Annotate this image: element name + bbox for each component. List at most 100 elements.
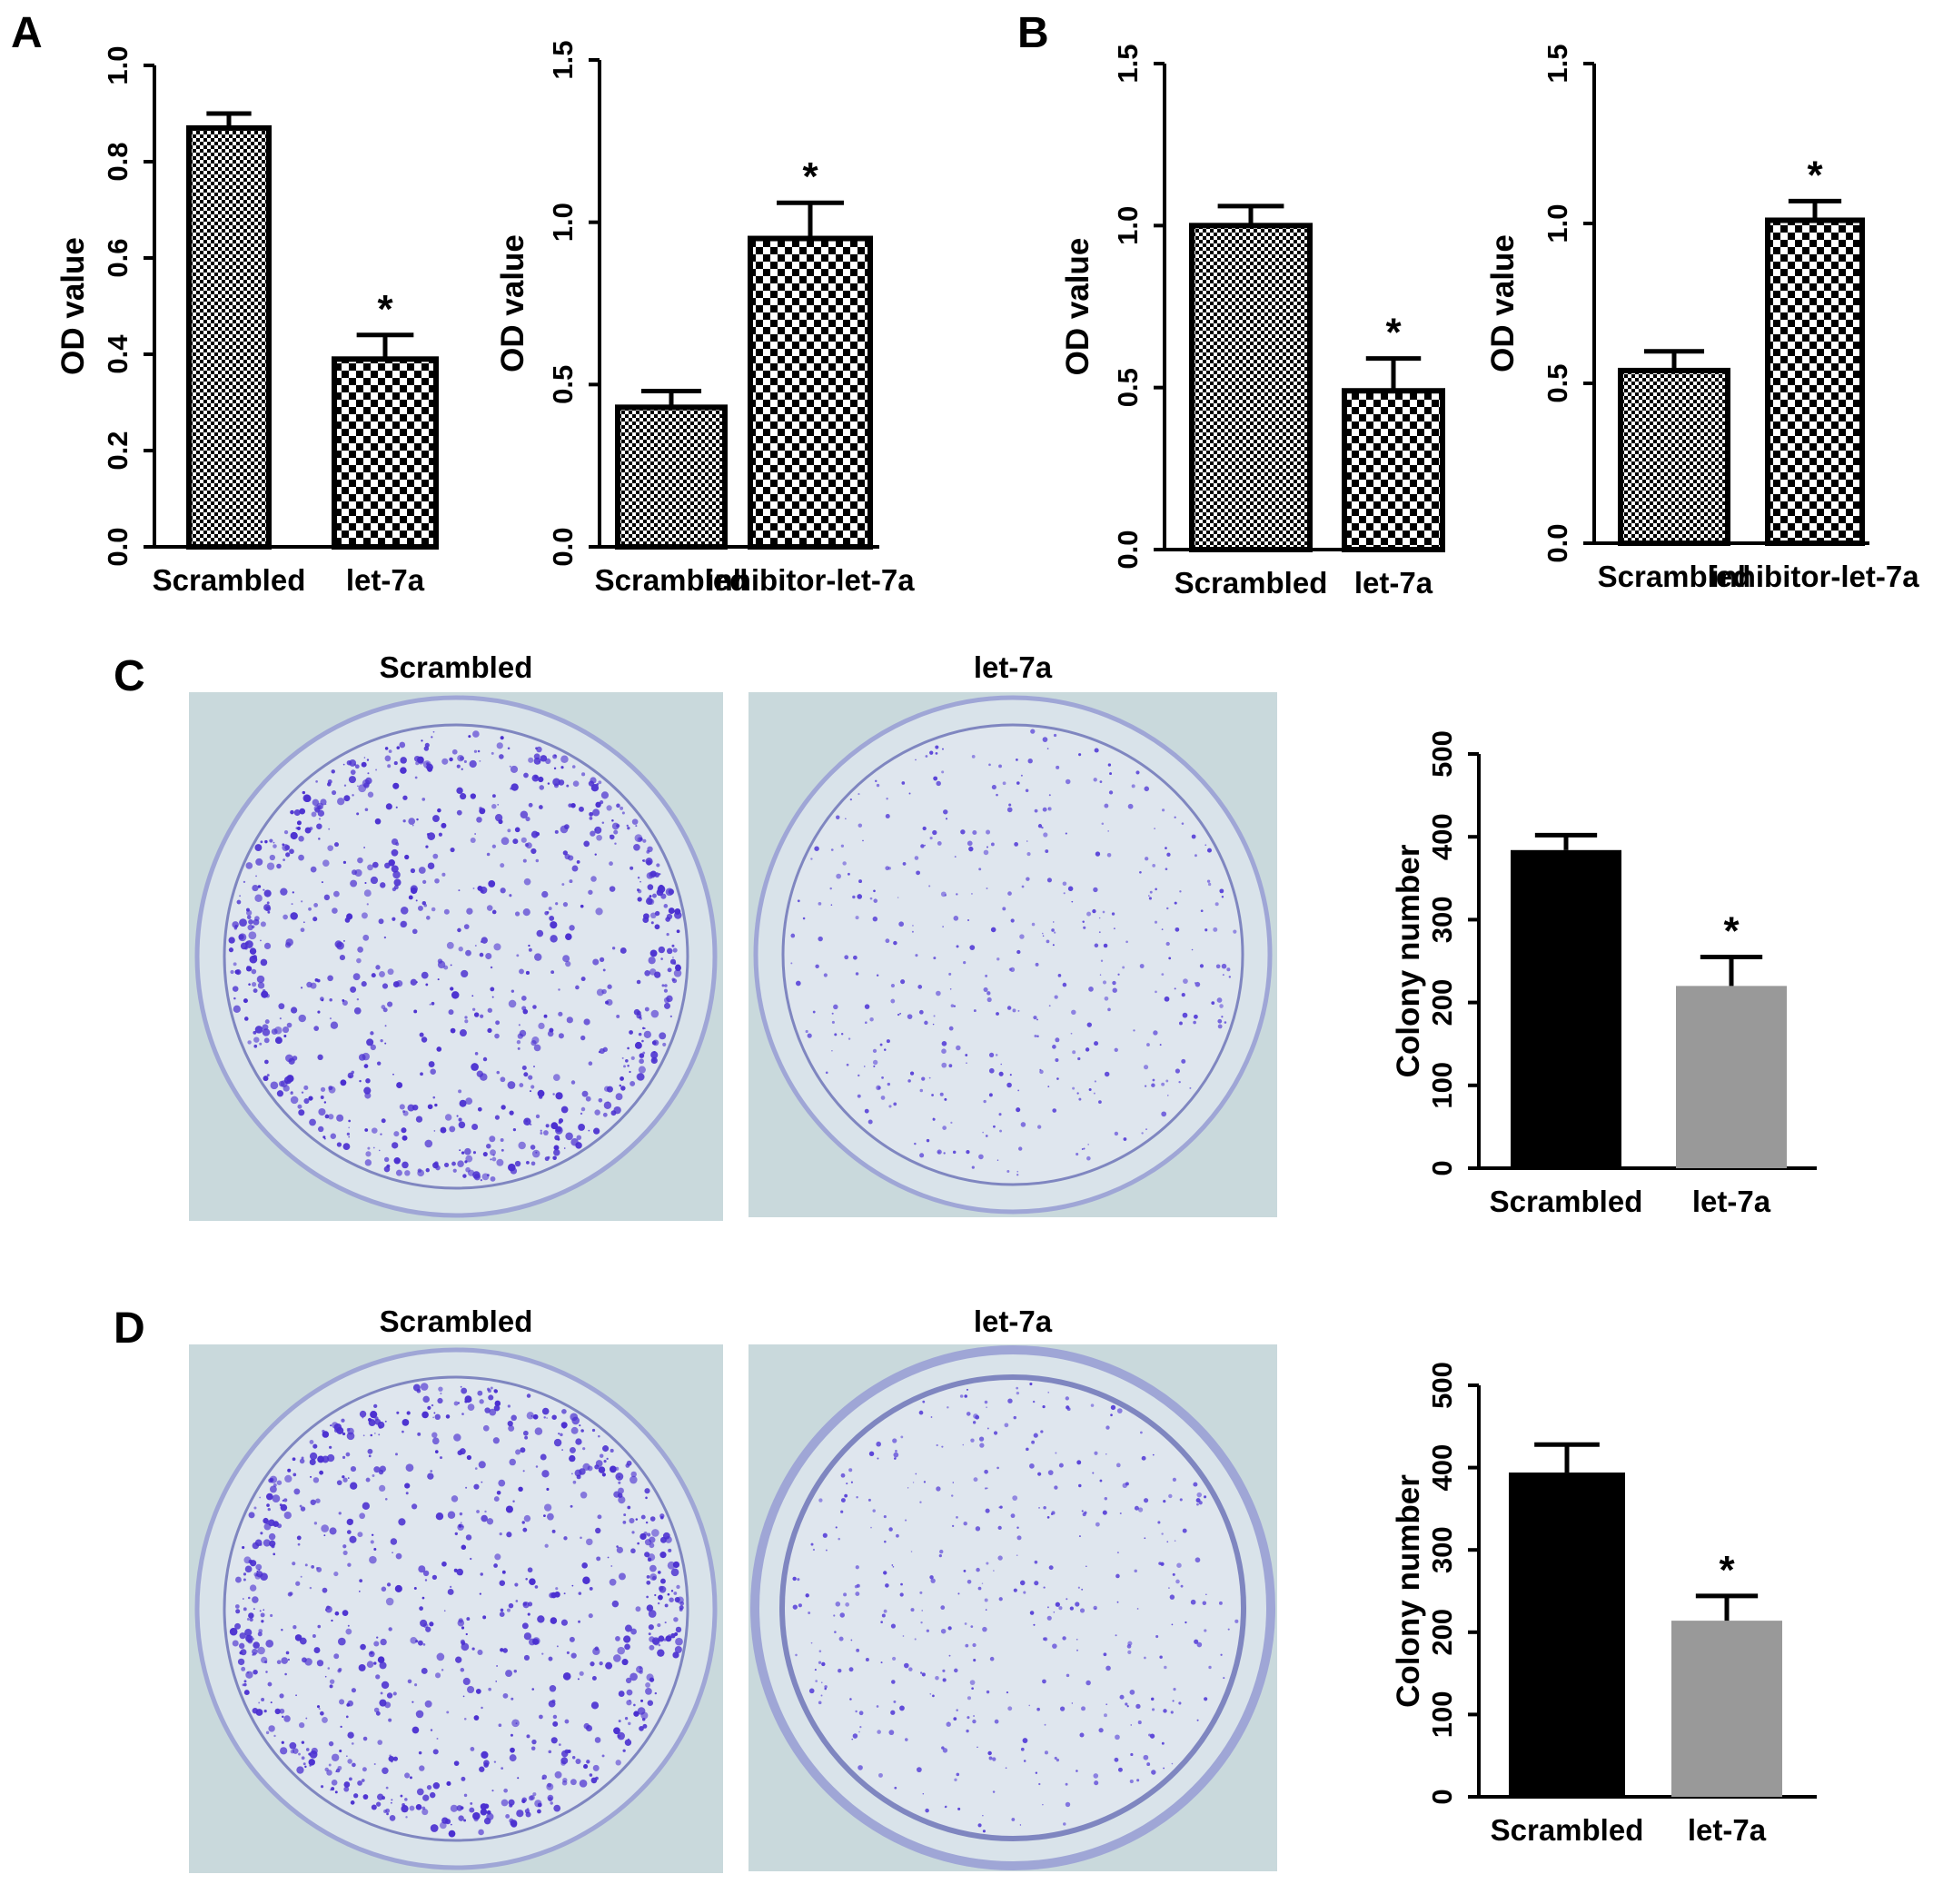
colony-dot	[1165, 941, 1170, 947]
colony-dot	[290, 831, 298, 840]
colony-dot	[269, 838, 273, 843]
colony-dot	[973, 1659, 976, 1662]
colony-dot	[840, 1033, 844, 1036]
colony-dot	[621, 1056, 624, 1059]
colony-dot	[1034, 1560, 1038, 1564]
colony-dot	[380, 1133, 382, 1135]
colony-dot	[620, 1076, 624, 1081]
colony-dot	[511, 989, 515, 993]
colony-dot	[986, 1427, 989, 1430]
colony-dot	[436, 1652, 445, 1661]
colony-dot	[390, 1538, 398, 1545]
colony-dot	[290, 1007, 298, 1014]
colony-dot	[328, 828, 331, 830]
colony-dot	[935, 1675, 939, 1681]
colony-dot	[855, 1710, 858, 1713]
colony-dot	[856, 1648, 860, 1652]
colony-dot	[421, 798, 426, 801]
colony-dot	[521, 1521, 525, 1524]
colony-dot	[346, 1518, 353, 1526]
colony-dot	[1208, 1665, 1212, 1670]
colony-dot	[1146, 1043, 1150, 1046]
colony-dot	[246, 1618, 250, 1621]
colony-dot	[627, 1505, 631, 1510]
colony-dot	[311, 1747, 318, 1755]
colony-dot	[548, 907, 552, 910]
colony-dot	[366, 1038, 374, 1046]
colony-dot	[1107, 763, 1112, 767]
colony-dot	[402, 1110, 409, 1116]
colony-dot	[988, 1756, 993, 1760]
category-label: Scrambled	[1598, 560, 1751, 593]
colony-dot	[593, 1127, 600, 1135]
colony-dot	[966, 1412, 971, 1416]
colony-dot	[933, 776, 938, 781]
colony-dot	[333, 1571, 339, 1577]
colony-dot	[558, 1033, 564, 1039]
colony-dot	[966, 1388, 968, 1391]
colony-dot	[370, 1433, 373, 1437]
colony-dot	[600, 791, 610, 799]
colony-dot	[1151, 1083, 1155, 1087]
colony-dot	[270, 1701, 273, 1704]
colony-dot	[246, 915, 252, 920]
colony-dot	[434, 1450, 439, 1453]
colony-dot	[982, 1814, 984, 1817]
colony-dot	[230, 969, 234, 975]
colony-dot	[461, 1525, 464, 1528]
colony-dot	[863, 1066, 866, 1067]
colony-dot	[1172, 1572, 1175, 1576]
colony-dot	[410, 868, 416, 874]
colony-dot	[876, 974, 879, 977]
colony-dot	[1094, 1080, 1096, 1083]
colony-dot	[857, 894, 863, 899]
colony-dot	[631, 818, 639, 825]
colony-dot	[1179, 1498, 1183, 1502]
colony-dot	[948, 1064, 953, 1068]
colony-dot	[867, 1119, 873, 1125]
colony-dot	[547, 1030, 554, 1037]
colony-dot	[499, 1611, 505, 1617]
colony-dot	[1062, 982, 1067, 987]
colony-dot	[922, 1792, 925, 1795]
colony-dot	[362, 1052, 371, 1061]
colony-dot	[836, 873, 842, 879]
colony-dot	[251, 925, 255, 928]
colony-dot	[970, 1438, 975, 1443]
colony-dot	[856, 1583, 860, 1588]
colony-dot	[1159, 1044, 1162, 1046]
colony-dot	[464, 1147, 471, 1155]
colony-dot	[630, 1080, 636, 1086]
colony-dot	[985, 1609, 987, 1611]
colony-dot	[470, 1557, 472, 1561]
colony-dot	[555, 1587, 559, 1591]
colony-dot	[505, 1670, 513, 1678]
colony-dot	[932, 829, 937, 836]
colony-dot	[423, 903, 428, 907]
colony-dot	[392, 887, 397, 892]
colony-dot	[869, 1016, 874, 1022]
colony-dot	[414, 776, 418, 779]
colony-dot	[1178, 1080, 1181, 1084]
colony-dot	[956, 945, 959, 948]
colony-dot	[315, 1498, 321, 1503]
colony-dot	[902, 1635, 905, 1637]
colony-dot	[921, 1610, 923, 1611]
colony-dot	[1023, 1760, 1026, 1762]
colony-dot	[260, 840, 263, 844]
colony-dot	[805, 1593, 809, 1598]
colony-dot	[303, 795, 312, 802]
colony-dot	[404, 1170, 411, 1176]
colony-dot	[425, 1167, 430, 1173]
colony-dot	[620, 1086, 626, 1091]
colony-dot	[249, 1584, 257, 1592]
colony-dot	[1115, 1634, 1117, 1637]
colony-dot	[864, 1004, 870, 1009]
colony-dot	[553, 783, 559, 788]
colony-dot	[634, 834, 643, 842]
colony-dot	[243, 1572, 247, 1576]
colony-dot	[590, 876, 597, 882]
colony-dot	[1043, 832, 1048, 838]
colony-dot	[234, 1622, 242, 1630]
colony-dot	[620, 806, 624, 810]
